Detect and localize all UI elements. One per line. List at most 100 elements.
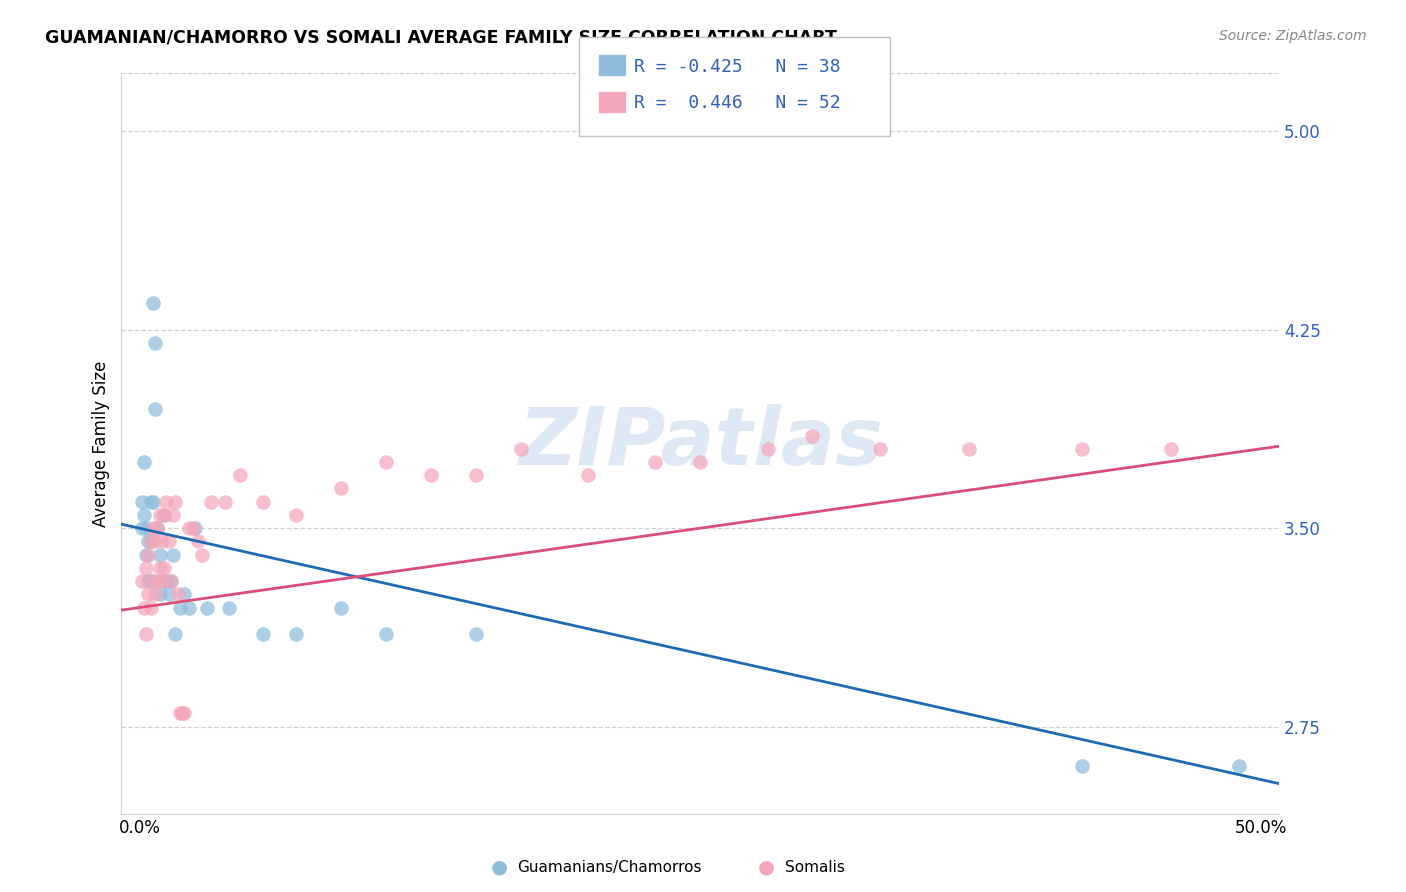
Point [689, 455, 711, 469]
Point [150, 574, 173, 588]
Point [148, 561, 170, 575]
Point [330, 482, 353, 496]
Point [166, 587, 188, 601]
Point [464, 627, 486, 641]
Point [1070, 442, 1092, 456]
Point [142, 296, 165, 310]
Point [155, 574, 177, 588]
Text: ●: ● [758, 857, 775, 877]
Point [146, 521, 169, 535]
Point [139, 494, 162, 508]
Text: ZIPatlas: ZIPatlas [517, 404, 883, 483]
Point [576, 468, 599, 483]
Point [218, 600, 240, 615]
Point [131, 521, 153, 535]
Point [159, 574, 181, 588]
Point [1070, 759, 1092, 773]
Text: GUAMANIAN/CHAMORRO VS SOMALI AVERAGE FAMILY SIZE CORRELATION CHART: GUAMANIAN/CHAMORRO VS SOMALI AVERAGE FAM… [45, 29, 837, 46]
Point [153, 561, 176, 575]
Point [177, 600, 200, 615]
Point [159, 574, 181, 588]
Point [139, 534, 162, 549]
Point [148, 587, 170, 601]
Point [148, 548, 170, 562]
Point [200, 494, 222, 508]
Point [132, 455, 155, 469]
Text: ●: ● [491, 857, 508, 877]
Point [142, 574, 165, 588]
Point [131, 574, 153, 588]
Point [756, 442, 779, 456]
Point [139, 534, 162, 549]
Point [1227, 759, 1250, 773]
Point [170, 706, 193, 721]
Point [157, 587, 180, 601]
Point [191, 548, 214, 562]
Point [375, 455, 398, 469]
Point [135, 521, 157, 535]
Point [644, 455, 666, 469]
Point [143, 534, 166, 549]
Point [138, 574, 160, 588]
Point [143, 402, 166, 417]
Point [957, 442, 980, 456]
Text: Somalis: Somalis [785, 860, 845, 874]
Text: Source: ZipAtlas.com: Source: ZipAtlas.com [1219, 29, 1367, 43]
Point [146, 521, 169, 535]
Point [162, 508, 184, 522]
Point [150, 574, 173, 588]
Point [229, 468, 252, 483]
Point [131, 494, 153, 508]
Point [135, 561, 157, 575]
Y-axis label: Average Family Size: Average Family Size [93, 360, 110, 526]
Point [138, 534, 160, 549]
Point [285, 627, 308, 641]
Point [184, 521, 207, 535]
Point [173, 587, 195, 601]
Point [169, 706, 191, 721]
Point [138, 548, 160, 562]
Point [157, 534, 180, 549]
Point [464, 468, 486, 483]
Point [169, 600, 191, 615]
Point [139, 574, 162, 588]
Point [252, 627, 274, 641]
Point [187, 534, 209, 549]
Point [1160, 442, 1182, 456]
Point [135, 627, 157, 641]
Point [142, 494, 165, 508]
Point [285, 508, 308, 522]
Point [132, 508, 155, 522]
Point [214, 494, 236, 508]
Point [801, 428, 824, 442]
Point [139, 600, 162, 615]
Point [150, 534, 173, 549]
Point [143, 335, 166, 350]
Point [132, 600, 155, 615]
Point [142, 521, 165, 535]
Point [165, 627, 187, 641]
Point [146, 574, 169, 588]
Point [155, 494, 177, 508]
Point [153, 508, 176, 522]
Point [252, 494, 274, 508]
Point [153, 508, 176, 522]
Point [148, 508, 170, 522]
Point [177, 521, 200, 535]
Point [143, 587, 166, 601]
Point [162, 548, 184, 562]
Point [330, 600, 353, 615]
Text: R = -0.425   N = 38: R = -0.425 N = 38 [634, 58, 841, 76]
Point [173, 706, 195, 721]
Point [165, 494, 187, 508]
Point [509, 442, 531, 456]
Text: Guamanians/Chamorros: Guamanians/Chamorros [517, 860, 702, 874]
Point [420, 468, 443, 483]
Point [135, 548, 157, 562]
Point [869, 442, 891, 456]
Text: R =  0.446   N = 52: R = 0.446 N = 52 [634, 94, 841, 112]
Point [181, 521, 204, 535]
Point [195, 600, 218, 615]
Point [138, 587, 160, 601]
Point [375, 627, 398, 641]
